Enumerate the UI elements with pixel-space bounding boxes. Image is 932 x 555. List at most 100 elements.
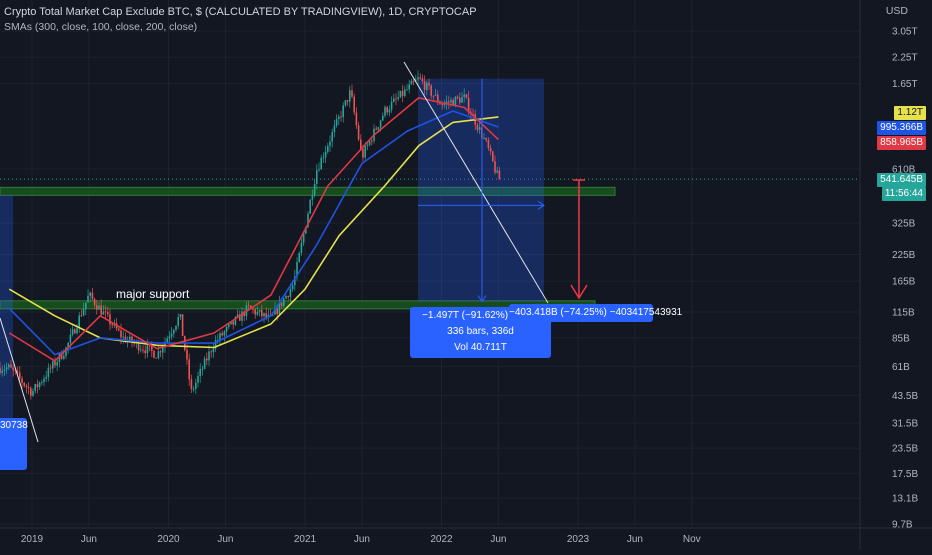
- candle-body: [85, 302, 87, 309]
- candle-body: [206, 358, 208, 361]
- candle-body: [335, 118, 338, 126]
- candle-body: [494, 161, 496, 173]
- candle-body: [366, 144, 369, 146]
- candle-body: [232, 321, 234, 325]
- candle-body: [63, 355, 65, 359]
- candle-body: [192, 388, 195, 390]
- candle-body: [421, 78, 424, 82]
- candle-body: [144, 350, 146, 354]
- candle-body: [333, 125, 336, 133]
- x-tick-label: 2020: [157, 534, 180, 545]
- candle-body: [296, 262, 298, 277]
- candle-body: [166, 338, 168, 342]
- candle-body: [316, 170, 318, 184]
- candle-body: [318, 169, 320, 171]
- candle-body: [23, 382, 25, 386]
- candle-body: [278, 302, 281, 315]
- candle-body: [250, 305, 252, 309]
- time-axis[interactable]: 2019 Jun 2020 Jun 2021 Jun 2022 Jun 2023 Jun Nov: [0, 527, 932, 545]
- candle-body: [155, 357, 157, 359]
- candle-body: [265, 313, 267, 318]
- candle-body: [164, 341, 166, 348]
- candle-body: [419, 77, 421, 79]
- candle-body: [461, 97, 463, 103]
- candle-body: [415, 79, 417, 82]
- candle-body: [355, 112, 358, 126]
- candle-body: [329, 141, 331, 146]
- candle-body: [104, 311, 107, 313]
- candle-body: [133, 342, 135, 344]
- candle-body: [71, 329, 74, 335]
- candle-body: [195, 382, 197, 389]
- candle-body: [307, 213, 309, 227]
- candle-body: [43, 378, 45, 383]
- candle-body: [261, 309, 263, 317]
- candle-body: [107, 312, 109, 315]
- candle-body: [173, 330, 175, 334]
- candle-body: [377, 127, 380, 130]
- x-tick-label: Jun: [81, 534, 97, 545]
- candle-body: [285, 296, 287, 299]
- y-tick-label: 31.5B: [892, 419, 918, 430]
- x-tick-label: Jun: [627, 534, 643, 545]
- candles: [0, 70, 501, 400]
- candle-body: [384, 107, 386, 116]
- candle-body: [390, 101, 393, 110]
- measure-small-label[interactable]: −403.418B (−74.25%) −403417543931: [509, 304, 682, 322]
- candle-body: [76, 328, 78, 334]
- candle-body: [309, 199, 311, 214]
- candle-body: [12, 367, 14, 371]
- candle-body: [146, 345, 149, 354]
- measure-v-arrowhead: [477, 295, 487, 303]
- candle-body: [98, 305, 100, 310]
- candle-body: [258, 309, 261, 312]
- indicator-legend[interactable]: SMAs (300, close, 100, close, 200, close…: [4, 21, 198, 33]
- candle-body: [492, 151, 494, 162]
- candle-body: [498, 170, 501, 180]
- candle-body: [219, 333, 221, 340]
- candle-body: [327, 145, 329, 152]
- candle-body: [203, 358, 206, 369]
- candle-body: [441, 104, 443, 106]
- measure-main-volume: Vol 40.711T: [454, 342, 507, 353]
- measure-left-label[interactable]: 30738: [0, 418, 28, 470]
- candle-body: [188, 359, 190, 380]
- candle-body: [247, 305, 250, 307]
- candle-body: [426, 82, 428, 91]
- candle-body: [459, 97, 461, 103]
- candle-body: [452, 99, 454, 106]
- candle-body: [179, 314, 182, 318]
- candle-body: [162, 347, 164, 353]
- candle-body: [67, 342, 69, 348]
- candle-body: [208, 351, 210, 361]
- candle-body: [228, 324, 230, 327]
- candle-body: [254, 309, 256, 315]
- x-tick-label: 2023: [567, 534, 590, 545]
- candle-body: [199, 369, 201, 377]
- x-tick-label: 2021: [294, 534, 317, 545]
- major-support-annotation[interactable]: major support: [116, 287, 190, 301]
- candle-body: [52, 361, 54, 369]
- candle-body: [465, 94, 468, 98]
- x-tick-label: Jun: [490, 534, 506, 545]
- candle-body: [74, 329, 76, 334]
- x-tick-label: Nov: [683, 534, 701, 545]
- currency-unit[interactable]: USD: [885, 5, 908, 17]
- candle-body: [344, 100, 347, 106]
- candle-body: [157, 351, 160, 359]
- drawings: [0, 61, 588, 443]
- candle-body: [272, 314, 274, 316]
- price-axis[interactable]: 3.05T 2.25T 1.65T 610B 325B 225B 165B 115B 85B 61…: [859, 0, 918, 550]
- candle-body: [280, 302, 283, 306]
- y-tick-label: 23.5B: [892, 444, 918, 455]
- candle-body: [49, 367, 52, 369]
- candle-body: [217, 339, 219, 341]
- candle-body: [56, 361, 58, 366]
- candle-body: [96, 305, 98, 310]
- measure-main-change: −1.497T (−91.62%) −1496: [422, 310, 539, 321]
- measure-main-bars: 336 bars, 336d: [447, 326, 514, 337]
- candle-body: [168, 336, 171, 339]
- trend-line: [403, 61, 549, 304]
